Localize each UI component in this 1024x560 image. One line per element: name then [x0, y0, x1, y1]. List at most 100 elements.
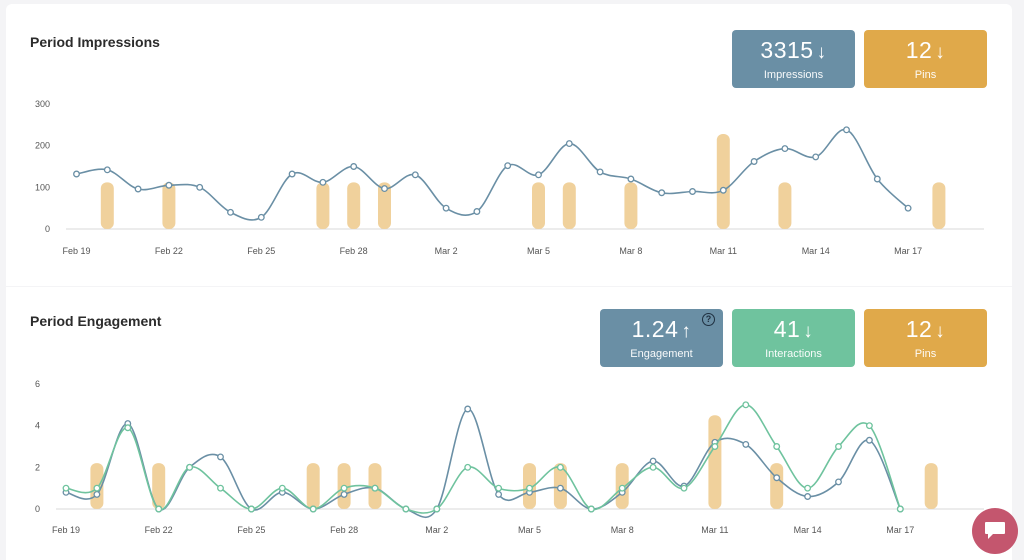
series-line: [76, 128, 909, 221]
data-point: [288, 170, 296, 178]
pin-bar: [932, 182, 946, 229]
x-tick-label: Mar 14: [794, 525, 822, 535]
data-point: [464, 463, 472, 471]
interactions-value: 41: [773, 316, 801, 342]
data-point: [340, 490, 348, 498]
data-point: [217, 484, 224, 492]
pin-bar: [306, 463, 320, 509]
data-point: [689, 188, 696, 195]
data-point: [658, 189, 666, 197]
data-point: [835, 478, 842, 486]
pin-bar: [152, 463, 166, 509]
data-point: [278, 484, 286, 492]
pins-value: 12: [905, 316, 933, 342]
data-point: [93, 484, 101, 492]
x-tick-label: Mar 11: [701, 525, 728, 535]
data-point: [504, 162, 512, 170]
y-tick-label: 0: [45, 224, 50, 234]
data-point: [309, 505, 317, 513]
data-point: [835, 443, 842, 450]
data-point: [865, 436, 873, 444]
interactions-stat: 41 ↓ Interactions: [732, 309, 855, 367]
x-tick-label: Mar 8: [619, 246, 642, 256]
impressions-stat: 3315 ↓ Impressions: [732, 30, 855, 88]
y-tick-label: 300: [35, 99, 50, 109]
data-point: [495, 490, 503, 498]
data-point: [464, 405, 472, 413]
data-point: [804, 493, 812, 500]
data-point: [381, 185, 388, 193]
arrow-up-icon: ↑: [681, 321, 692, 342]
interactions-label: Interactions: [765, 348, 822, 360]
data-point: [804, 484, 812, 492]
x-tick-label: Mar 2: [435, 246, 458, 256]
x-tick-label: Mar 17: [886, 525, 914, 535]
data-point: [442, 204, 450, 212]
data-point: [371, 484, 379, 492]
impressions-chart: 0 100 200 300 Feb 19 Feb 22 Feb 25 Feb 28 Mar 2 M…: [35, 99, 984, 256]
data-point: [596, 168, 604, 176]
x-tick-label: Feb 22: [145, 525, 173, 535]
data-point: [904, 204, 912, 212]
data-point: [781, 145, 789, 153]
x-tick-label: Mar 5: [518, 525, 541, 535]
engagement-card: Period Engagement 1.24 ↑ Engagement ? 41 ↓…: [6, 287, 1012, 560]
impressions-title: Period Impressions: [30, 34, 160, 50]
data-point: [62, 484, 70, 492]
pin-bar: [770, 463, 784, 509]
arrow-down-icon: ↓: [816, 42, 827, 63]
data-point: [155, 505, 163, 513]
pin-bar: [562, 182, 576, 229]
x-tick-label: Feb 19: [62, 246, 90, 256]
pins-label: Pins: [914, 69, 937, 81]
data-point: [773, 474, 781, 482]
data-point: [587, 505, 595, 513]
pin-bar: [316, 182, 330, 229]
data-point: [526, 484, 533, 492]
data-point: [649, 457, 657, 465]
pin-bar: [162, 182, 176, 229]
x-tick-label: Mar 5: [527, 246, 550, 256]
x-tick-label: Mar 14: [802, 246, 830, 256]
x-tick-label: Mar 11: [710, 246, 737, 256]
data-point: [812, 153, 820, 161]
data-point: [350, 163, 358, 170]
x-tick-label: Feb 19: [52, 525, 80, 535]
y-tick-label: 6: [35, 379, 40, 389]
impressions-label: Impressions: [763, 69, 824, 81]
data-point: [433, 505, 441, 513]
y-tick-label: 2: [35, 462, 40, 472]
data-point: [896, 505, 904, 513]
y-tick-label: 4: [35, 421, 40, 431]
chat-button[interactable]: [972, 508, 1018, 554]
data-point: [473, 208, 481, 215]
data-point: [773, 443, 781, 450]
series-line: [65, 408, 902, 519]
pin-bar: [100, 182, 114, 229]
data-point: [535, 171, 542, 179]
arrow-down-icon: ↓: [803, 321, 814, 342]
data-point: [680, 484, 688, 492]
arrow-down-icon: ↓: [935, 42, 946, 63]
help-icon[interactable]: ?: [702, 313, 715, 326]
engagement-stat: 1.24 ↑ Engagement ?: [600, 309, 723, 367]
impressions-card: Period Impressions 3315 ↓ Impressions 12 ↓…: [6, 4, 1012, 286]
x-tick-label: Feb 25: [237, 525, 265, 535]
data-point: [217, 453, 224, 461]
data-point: [257, 213, 265, 221]
pins-label: Pins: [914, 348, 937, 360]
pin-bar: [378, 182, 391, 229]
data-point: [865, 422, 873, 430]
data-point: [711, 443, 719, 450]
data-point: [73, 170, 80, 178]
data-point: [649, 463, 657, 471]
data-point: [340, 484, 348, 492]
x-tick-label: Mar 17: [894, 246, 922, 256]
x-tick-label: Feb 28: [340, 246, 368, 256]
x-tick-label: Feb 28: [330, 525, 358, 535]
x-tick-label: Mar 2: [425, 525, 448, 535]
y-tick-label: 200: [35, 141, 50, 151]
impressions-value: 3315: [760, 37, 814, 63]
data-point: [742, 401, 750, 409]
data-point: [750, 158, 758, 165]
